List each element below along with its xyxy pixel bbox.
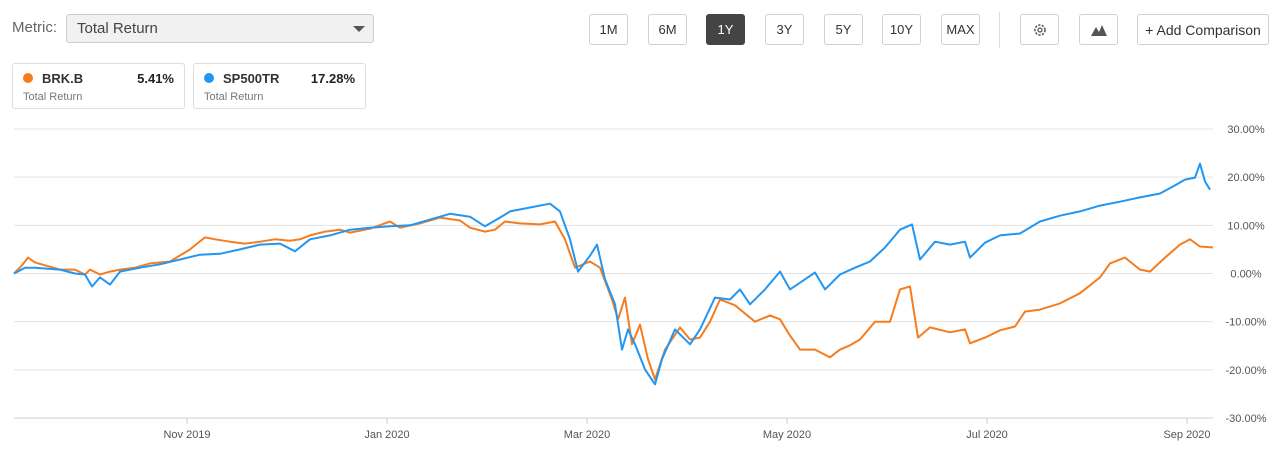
y-tick-label: -20.00% [1226,365,1267,377]
y-tick-label: -10.00% [1226,317,1267,329]
legend-caption: Total Return [204,91,264,103]
period-button[interactable]: 1Y [706,14,745,45]
legend-return: 17.28% [310,71,355,86]
y-tick-label: 10.00% [1227,220,1265,232]
chart-icon [1090,24,1107,36]
legend-card[interactable]: BRK.B 5.41% Total Return [12,63,185,109]
x-tick-label: May 2020 [763,429,811,441]
period-button[interactable]: 1M [589,14,628,45]
metric-label: Metric: [12,19,57,36]
period-button[interactable]: 10Y [882,14,921,45]
y-tick-label: -30.00% [1226,413,1267,425]
x-tick-label: Sep 2020 [1163,429,1210,441]
legend-card[interactable]: SP500TR 17.28% Total Return [193,63,366,109]
separator [999,12,1000,48]
series-line [13,216,1214,381]
gear-icon [1033,23,1046,36]
y-tick-label: 0.00% [1230,269,1261,281]
legend-name: BRK.B [42,71,84,86]
legend-return: 5.41% [137,71,174,86]
period-button[interactable]: MAX [941,14,980,45]
period-button[interactable]: 3Y [765,14,804,45]
legend-dot [23,73,33,83]
y-tick-label: 30.00% [1227,124,1265,136]
series-line [13,162,1211,386]
period-button[interactable]: 6M [648,14,687,45]
legend-name: SP500TR [223,71,280,86]
metric-dropdown[interactable]: Total Return [66,14,374,43]
y-tick-label: 20.00% [1227,172,1265,184]
x-tick-label: Jan 2020 [364,429,409,441]
metric-value: Total Return [77,20,158,37]
legend-caption: Total Return [23,91,83,103]
legend-dot [204,73,214,83]
add-comparison-button[interactable]: + Add Comparison [1137,14,1269,45]
period-button[interactable]: 5Y [824,14,863,45]
chart-type-button[interactable] [1079,14,1118,45]
x-tick-label: Mar 2020 [564,429,610,441]
x-tick-label: Jul 2020 [966,429,1008,441]
settings-button[interactable] [1020,14,1059,45]
caret [353,26,365,32]
x-tick-label: Nov 2019 [163,429,210,441]
